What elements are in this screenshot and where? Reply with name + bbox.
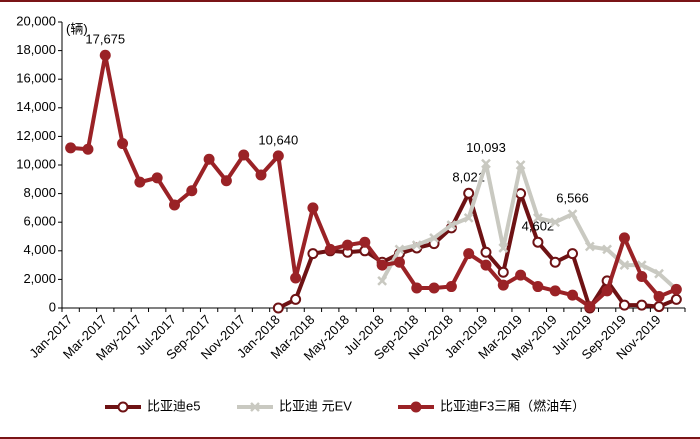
data-point: [463, 187, 475, 199]
data-label: 6,566: [556, 191, 589, 206]
data-point: [567, 248, 579, 260]
y-tick-label: 12,000: [16, 128, 56, 143]
data-point: [238, 149, 250, 161]
bottom-border: [0, 437, 700, 439]
data-label: 8,021: [452, 170, 485, 185]
data-point: [584, 301, 596, 313]
data-point: [220, 175, 232, 187]
legend-marker: [250, 402, 260, 412]
data-point: [99, 49, 111, 61]
data-point: [532, 281, 544, 293]
data-point: [445, 281, 457, 293]
data-point: [134, 176, 146, 188]
data-point: [463, 213, 474, 223]
data-point: [670, 283, 682, 295]
data-point: [654, 268, 664, 279]
data-point: [342, 239, 354, 251]
data-label: 10,093: [466, 140, 506, 155]
data-point: [549, 285, 561, 297]
legend-marker: [117, 401, 129, 413]
y-tick-label: 6,000: [23, 214, 56, 229]
data-point: [377, 275, 388, 286]
data-point: [567, 289, 579, 301]
series-line: [277, 191, 678, 310]
data-point: [670, 293, 682, 305]
unit-label: (辆): [66, 21, 88, 36]
data-point: [515, 269, 527, 281]
data-point: [497, 279, 509, 291]
y-tick-label: 10,000: [16, 156, 56, 171]
data-label: 10,640: [258, 132, 298, 147]
data-point: [515, 188, 527, 200]
y-tick-label: 2,000: [23, 271, 56, 286]
data-point: [290, 272, 302, 284]
data-point: [549, 256, 561, 268]
data-label: 17,675: [85, 32, 125, 47]
data-point: [463, 248, 475, 260]
data-point: [497, 266, 509, 278]
data-point: [515, 160, 526, 170]
legend-marker: [410, 401, 422, 413]
data-point: [619, 260, 630, 270]
data-point: [411, 240, 422, 250]
y-tick-label: 14,000: [16, 99, 56, 114]
legend-label: 比亚迪e5: [147, 398, 200, 413]
data-point: [618, 299, 630, 311]
data-point: [393, 256, 405, 268]
data-point: [550, 217, 561, 228]
data-point: [359, 236, 371, 248]
legend-label: 比亚迪F3三厢（燃油车）: [440, 398, 585, 413]
data-point: [117, 138, 129, 150]
legend-label: 比亚迪 元EV: [279, 398, 352, 413]
data-point: [446, 220, 457, 230]
data-point: [203, 153, 215, 165]
data-point: [636, 271, 648, 283]
data-point: [481, 158, 491, 169]
data-point: [584, 241, 595, 252]
data-point: [567, 209, 578, 219]
y-tick-label: 20,000: [16, 13, 56, 28]
data-point: [602, 244, 613, 255]
data-point: [272, 150, 284, 162]
y-tick-label: 8,000: [23, 185, 56, 200]
data-point: [411, 282, 423, 294]
data-point: [429, 233, 439, 243]
data-point: [272, 302, 284, 314]
data-point: [636, 299, 648, 311]
data-point: [82, 143, 94, 155]
top-border: [0, 0, 700, 2]
data-point: [290, 293, 302, 305]
data-point: [653, 301, 665, 313]
data-point: [324, 243, 336, 255]
data-point: [480, 246, 492, 258]
data-point: [480, 259, 492, 271]
data-point: [65, 142, 77, 154]
data-point: [428, 282, 440, 294]
data-point: [618, 232, 630, 244]
data-point: [186, 185, 198, 197]
data-point: [307, 202, 319, 214]
data-point: [498, 243, 509, 253]
data-point: [307, 248, 319, 260]
data-point: [376, 259, 388, 271]
data-point: [255, 169, 267, 181]
data-point: [533, 213, 543, 223]
y-tick-label: 0: [49, 299, 56, 314]
data-label: 4,602: [522, 219, 555, 234]
y-tick-label: 4,000: [23, 242, 56, 257]
data-point: [168, 199, 180, 211]
y-tick-label: 18,000: [16, 42, 56, 57]
data-point: [532, 236, 544, 248]
data-point: [653, 291, 665, 303]
data-point: [394, 244, 405, 255]
data-point: [151, 172, 163, 184]
data-point: [601, 285, 613, 297]
y-tick-label: 16,000: [16, 71, 56, 86]
